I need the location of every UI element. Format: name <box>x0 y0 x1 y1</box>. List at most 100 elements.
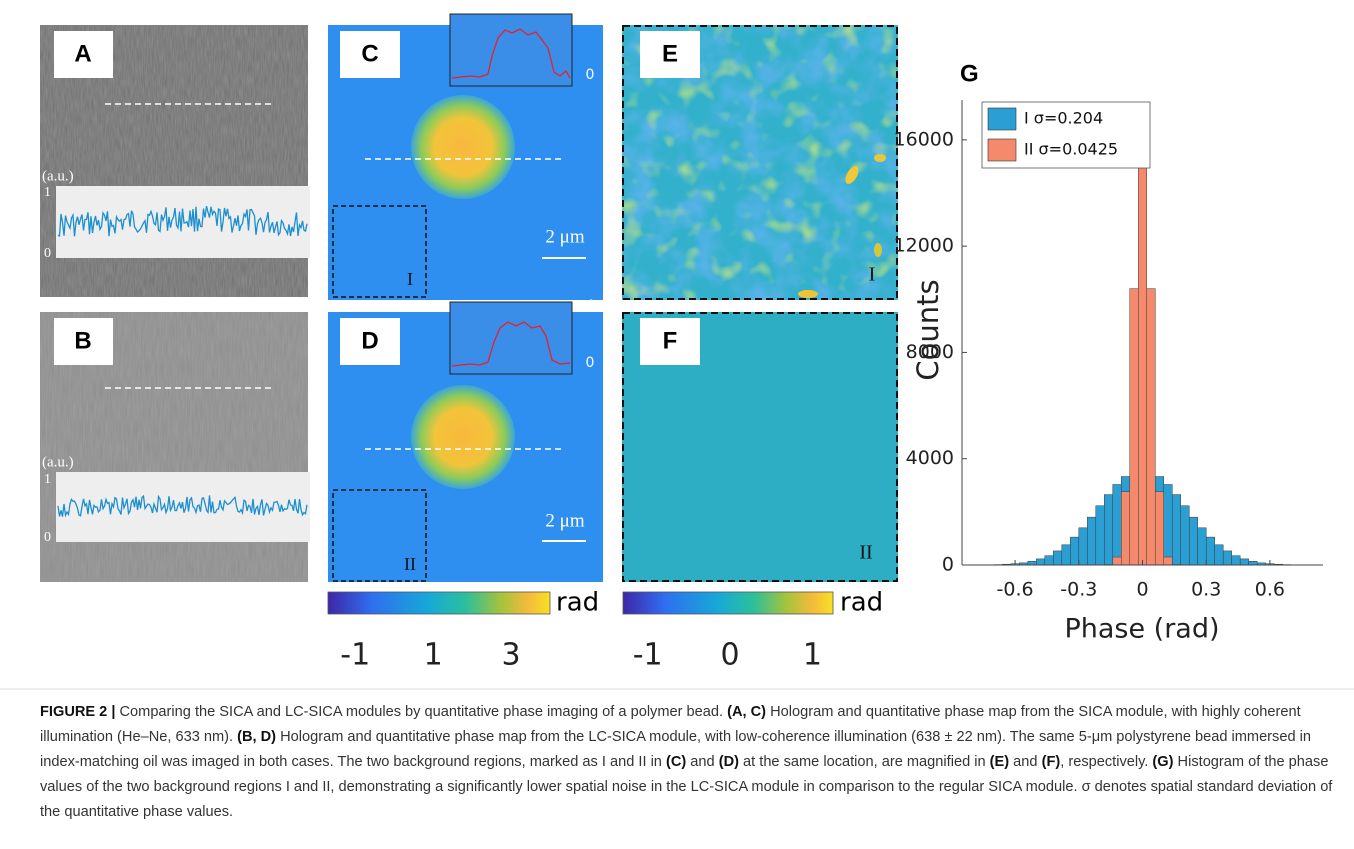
panel-label: D <box>361 327 378 354</box>
caption-text: , respectively. <box>1060 754 1153 770</box>
label-box <box>54 318 113 365</box>
colorbar-unit: rad <box>556 588 599 618</box>
inset <box>449 301 573 375</box>
bar <box>1027 561 1037 566</box>
bar <box>1053 550 1063 566</box>
speckle <box>874 154 886 162</box>
y-tick-label: 8000 <box>906 341 954 363</box>
scale-bar-label: 2 μm <box>545 510 584 531</box>
bar <box>1061 544 1071 566</box>
x-tick-label: -0.6 <box>997 579 1034 601</box>
speckle <box>845 165 859 185</box>
panel-label: G <box>960 60 979 87</box>
label-box <box>640 31 700 78</box>
panel-f: F II <box>622 312 898 582</box>
region-label: II <box>859 542 872 564</box>
y-tick-label: 0 <box>942 554 954 576</box>
x-axis-label: Phase (rad) <box>1064 614 1219 645</box>
caption-text: Hologram and quantitative phase map from… <box>40 729 1311 770</box>
legend-label: II σ=0.0425 <box>1024 140 1118 159</box>
caption-bold: (E) <box>989 754 1010 770</box>
bar <box>1163 484 1173 566</box>
caption-bold: (D) <box>718 754 739 770</box>
caption-bold: (F) <box>1041 754 1061 770</box>
bar <box>1231 555 1241 566</box>
inset-tick: 0 <box>586 355 595 371</box>
colorbar-tick-label: -1 <box>633 638 663 673</box>
bar <box>1171 494 1181 566</box>
legend-label: I σ=0.204 <box>1024 109 1103 128</box>
panel-label: C <box>361 40 378 67</box>
caption-text: and <box>1009 754 1042 770</box>
y-axis-label: Counts <box>911 279 945 380</box>
colorbar-unit: rad <box>840 588 883 618</box>
inset-tick: 1 <box>44 472 51 487</box>
panel-a: A (a.u.) 1 0 <box>40 25 310 297</box>
caption-text: Hologram and quantitative phase map from… <box>40 704 1301 745</box>
caption-bold: (G) <box>1152 754 1174 770</box>
inset-tick: 0 <box>44 246 51 261</box>
colorbar <box>622 591 834 615</box>
legend-swatch <box>987 138 1017 162</box>
speckle <box>874 243 882 257</box>
colorbar-tick-label: 3 <box>502 638 521 673</box>
unit: (a.u.) <box>42 168 74 184</box>
colorbar-tick-label: 1 <box>803 638 822 673</box>
profile-trace <box>451 28 571 79</box>
region-box <box>332 489 427 582</box>
caption-bold: (C) <box>665 754 687 770</box>
panel-c: C 4 0 I 2 μm <box>328 10 603 300</box>
inset-tick: 0 <box>586 67 595 83</box>
colorbar <box>327 591 551 615</box>
unit: (a.u.) <box>42 454 74 470</box>
bar <box>1112 484 1122 566</box>
label-box <box>640 318 700 365</box>
trace <box>57 494 308 518</box>
label-box <box>340 31 400 78</box>
region-border <box>622 25 898 300</box>
caption-text: and <box>686 754 719 770</box>
bar <box>1197 527 1207 566</box>
region-box <box>332 205 427 298</box>
bar <box>1095 505 1105 566</box>
bar <box>1104 494 1114 566</box>
bar <box>1180 505 1190 566</box>
caption: FIGURE 2 | Comparing the SICA and LC-SIC… <box>40 700 1340 825</box>
panel-d: D 4 0 II 2 μm <box>328 298 603 582</box>
figure: A (a.u.) 1 0 B (a.u.) 1 0 C 4 0 I 2 μm <box>0 10 1354 690</box>
y-tick-label: 16000 <box>894 128 954 150</box>
bar <box>1163 556 1173 566</box>
caption-bold: (A, C) <box>727 704 767 720</box>
bar <box>1078 527 1088 566</box>
caption-text: at the same location, are magnified in <box>738 754 990 770</box>
x-tick-label: 0.6 <box>1255 579 1285 601</box>
caption-text: Histogram of the phase values of the two… <box>40 754 1333 820</box>
panel-label: F <box>663 327 678 354</box>
x-tick-label: 0.3 <box>1191 579 1221 601</box>
speckle <box>798 290 818 298</box>
bead <box>411 385 515 489</box>
trace <box>57 206 308 238</box>
bar <box>1154 491 1164 566</box>
profile-trace <box>451 321 571 367</box>
region-label: II <box>404 554 416 574</box>
region-label: I <box>407 269 413 289</box>
label-box <box>54 31 113 78</box>
bar <box>1112 556 1122 566</box>
caption-text: Comparing the SICA and LC-SICA modules b… <box>115 704 728 720</box>
scale-bar-label: 2 μm <box>545 226 584 247</box>
inset-tick: 4 <box>586 10 595 26</box>
colorbar-tick-label: 1 <box>424 638 443 673</box>
y-tick-label: 12000 <box>894 235 954 257</box>
colorbar-tick-label: 0 <box>721 638 740 673</box>
bar <box>1188 516 1198 566</box>
bar <box>1248 561 1258 566</box>
region-border <box>622 312 898 582</box>
y-tick-label: 4000 <box>906 447 954 469</box>
inset-tick: 0 <box>44 530 51 545</box>
bar <box>1121 491 1131 566</box>
inset <box>449 13 573 87</box>
panel-label: B <box>74 327 91 354</box>
bar <box>1222 550 1232 566</box>
